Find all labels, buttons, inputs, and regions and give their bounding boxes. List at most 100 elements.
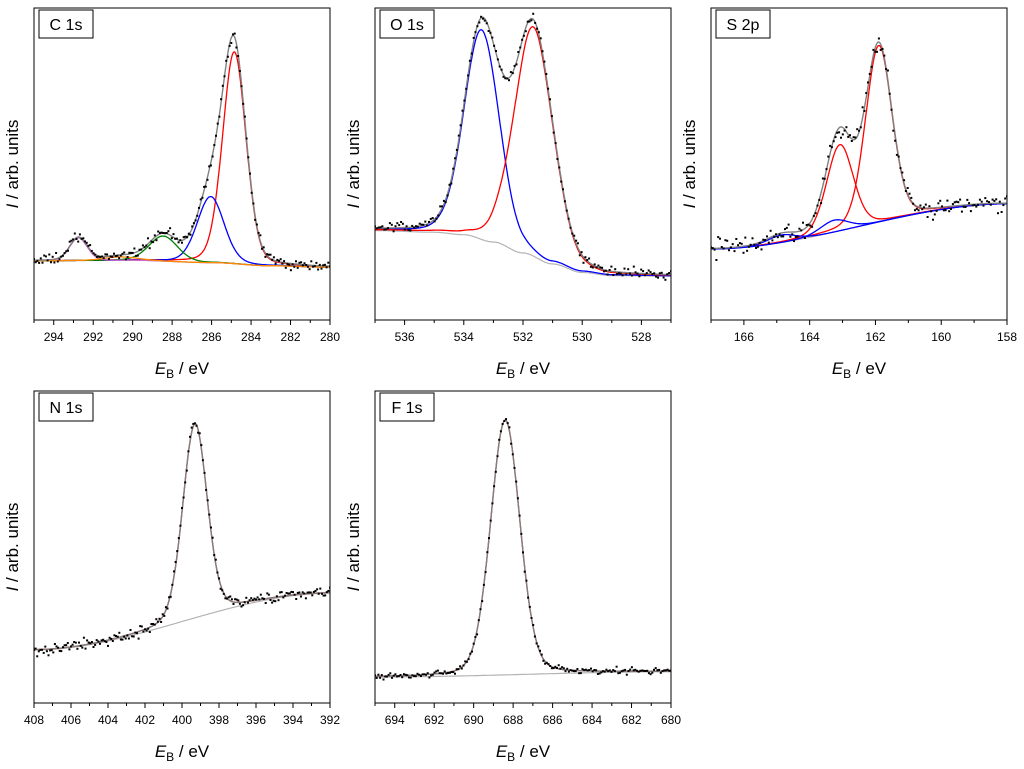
data-point bbox=[953, 201, 956, 204]
data-point bbox=[281, 262, 284, 265]
data-point bbox=[78, 641, 80, 644]
data-point bbox=[634, 271, 637, 274]
data-point bbox=[789, 235, 792, 238]
data-point bbox=[90, 641, 93, 643]
data-point bbox=[274, 600, 277, 603]
data-point bbox=[784, 228, 786, 231]
data-point bbox=[290, 590, 293, 593]
data-point bbox=[852, 136, 855, 139]
data-point bbox=[832, 140, 835, 143]
data-point bbox=[163, 614, 166, 617]
data-point bbox=[124, 258, 127, 261]
data-point bbox=[287, 592, 290, 595]
data-point bbox=[500, 68, 503, 71]
data-point bbox=[404, 673, 407, 676]
data-point bbox=[213, 144, 216, 147]
data-point bbox=[277, 599, 280, 602]
data-point bbox=[442, 672, 444, 675]
data-point bbox=[948, 210, 951, 213]
x-tick-label: 690 bbox=[464, 713, 484, 727]
data-point bbox=[612, 669, 615, 672]
data-point bbox=[222, 592, 225, 595]
data-point bbox=[195, 424, 198, 427]
data-point bbox=[827, 155, 830, 158]
data-point bbox=[68, 240, 71, 243]
data-point bbox=[243, 115, 246, 118]
data-point bbox=[946, 199, 949, 202]
data-point bbox=[802, 221, 804, 224]
x-tick-label: 536 bbox=[395, 330, 415, 344]
data-point bbox=[561, 666, 564, 669]
data-point bbox=[660, 271, 663, 274]
data-point bbox=[798, 227, 801, 230]
data-point bbox=[629, 272, 631, 275]
data-point bbox=[517, 51, 520, 53]
data-point bbox=[811, 225, 814, 228]
data-point bbox=[812, 214, 815, 217]
data-point bbox=[649, 673, 652, 676]
data-point bbox=[894, 139, 897, 142]
data-point bbox=[557, 664, 560, 667]
data-point bbox=[99, 642, 101, 645]
data-point bbox=[720, 246, 723, 248]
data-point bbox=[240, 605, 243, 608]
panel-title: C 1s bbox=[38, 9, 94, 39]
data-point bbox=[445, 672, 448, 675]
data-point bbox=[582, 261, 585, 264]
data-point bbox=[145, 244, 148, 247]
data-point bbox=[661, 670, 664, 673]
data-point bbox=[856, 128, 859, 131]
data-point bbox=[160, 231, 163, 234]
y-axis-label: I / arb. units bbox=[3, 120, 22, 209]
data-point bbox=[607, 670, 610, 673]
data-point bbox=[73, 641, 76, 643]
data-point bbox=[552, 131, 555, 134]
data-point bbox=[382, 678, 385, 681]
data-point bbox=[957, 201, 960, 204]
data-point bbox=[206, 178, 209, 181]
data-point bbox=[556, 158, 559, 160]
data-point bbox=[284, 594, 286, 597]
data-point bbox=[243, 601, 246, 604]
data-point bbox=[435, 217, 438, 220]
data-point bbox=[995, 198, 998, 201]
data-point bbox=[223, 75, 226, 78]
data-point bbox=[233, 32, 236, 35]
data-point bbox=[474, 636, 477, 638]
data-point bbox=[627, 670, 630, 672]
data-point bbox=[641, 669, 644, 672]
data-point bbox=[92, 646, 95, 648]
data-point bbox=[479, 608, 482, 611]
data-point bbox=[238, 70, 241, 72]
data-point bbox=[1002, 204, 1005, 207]
x-axis-label: EB / eV bbox=[496, 742, 551, 764]
data-point bbox=[766, 235, 768, 238]
data-point bbox=[303, 592, 306, 595]
data-point bbox=[135, 254, 138, 257]
data-point bbox=[598, 672, 601, 675]
data-point bbox=[912, 202, 915, 205]
data-point bbox=[49, 649, 52, 652]
data-point bbox=[411, 674, 414, 677]
data-point bbox=[63, 644, 66, 647]
data-point bbox=[446, 194, 449, 197]
data-point bbox=[101, 255, 103, 258]
data-point bbox=[237, 599, 240, 602]
data-point bbox=[87, 641, 90, 644]
data-point bbox=[114, 255, 117, 258]
component-peak-1 bbox=[34, 51, 330, 268]
data-point bbox=[566, 667, 569, 670]
data-point bbox=[143, 246, 146, 249]
data-point bbox=[200, 444, 203, 447]
data-point bbox=[185, 469, 188, 472]
data-point bbox=[194, 219, 197, 222]
data-point bbox=[397, 675, 400, 678]
data-point bbox=[437, 214, 440, 217]
data-point bbox=[110, 637, 113, 640]
x-tick-label: 162 bbox=[865, 330, 885, 344]
data-point bbox=[85, 241, 88, 244]
data-point bbox=[501, 423, 504, 425]
data-points bbox=[711, 37, 1007, 261]
data-point bbox=[399, 674, 402, 676]
data-point bbox=[625, 273, 628, 276]
